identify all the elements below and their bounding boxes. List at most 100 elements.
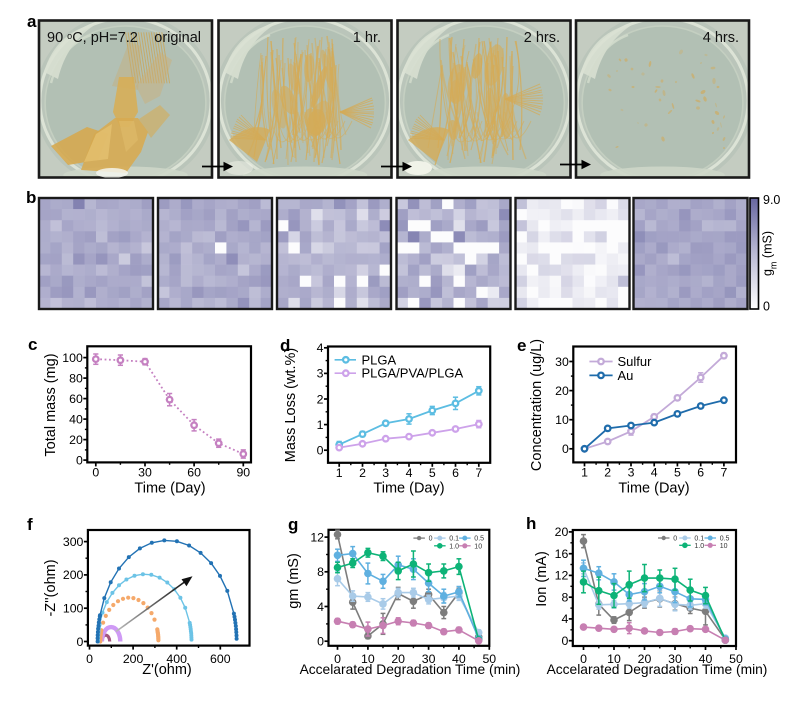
svg-text:Mass Loss (wt.%): Mass Loss (wt.%) (283, 348, 299, 462)
svg-text:4: 4 (561, 612, 568, 626)
svg-text:Accelarated Degradation Time (: Accelarated Degradation Time (min) (300, 662, 521, 677)
svg-text:4: 4 (317, 600, 324, 614)
svg-text:40: 40 (699, 652, 713, 666)
svg-text:4: 4 (317, 341, 324, 355)
svg-text:Accelarated Degradation Time (: Accelarated Degradation Time (min) (547, 662, 768, 677)
svg-text:20: 20 (555, 384, 569, 398)
svg-text:2: 2 (604, 465, 611, 479)
svg-text:50: 50 (482, 652, 496, 666)
svg-text:b: b (26, 188, 36, 207)
svg-text:0.5: 0.5 (474, 536, 484, 543)
svg-text:4 hrs.: 4 hrs. (703, 30, 739, 46)
svg-text:50: 50 (729, 652, 743, 666)
svg-text:10: 10 (607, 652, 621, 666)
svg-text:0.1: 0.1 (694, 536, 704, 543)
svg-text:3: 3 (628, 465, 635, 479)
svg-text:0: 0 (77, 635, 84, 649)
svg-text:30: 30 (422, 652, 436, 666)
svg-text:1: 1 (581, 465, 588, 479)
svg-text:original: original (154, 30, 201, 46)
svg-text:1.0: 1.0 (449, 543, 459, 550)
svg-text:20: 20 (555, 525, 569, 539)
svg-text:0: 0 (562, 442, 569, 456)
svg-text:4: 4 (406, 466, 413, 480)
svg-text:0.1: 0.1 (449, 536, 459, 543)
svg-text:2: 2 (359, 466, 366, 480)
svg-text:Concentration (ug/L): Concentration (ug/L) (529, 339, 545, 471)
svg-text:d: d (280, 336, 290, 355)
svg-text:9.0: 9.0 (763, 193, 780, 207)
svg-text:20: 20 (391, 652, 405, 666)
svg-text:80: 80 (69, 371, 83, 385)
svg-text:200: 200 (123, 652, 144, 666)
svg-text:30: 30 (138, 465, 152, 479)
svg-text:0: 0 (763, 300, 770, 314)
svg-text:6: 6 (697, 465, 704, 479)
svg-text:1: 1 (317, 418, 324, 432)
svg-text:10: 10 (361, 652, 375, 666)
svg-text:3: 3 (317, 367, 324, 381)
svg-text:a: a (27, 12, 37, 31)
svg-text:h: h (526, 514, 536, 533)
svg-text:0: 0 (317, 444, 324, 458)
svg-text:e: e (517, 336, 526, 355)
svg-text:f: f (27, 515, 33, 534)
svg-text:0: 0 (580, 652, 587, 666)
svg-text:8: 8 (317, 565, 324, 579)
svg-text:Time (Day): Time (Day) (134, 481, 205, 497)
svg-text:7: 7 (720, 465, 727, 479)
svg-text:10: 10 (474, 543, 482, 550)
svg-text:c: c (28, 335, 37, 354)
svg-text:12: 12 (310, 530, 324, 544)
svg-text:300: 300 (63, 535, 84, 549)
svg-text:100: 100 (62, 351, 83, 365)
svg-text:6: 6 (452, 466, 459, 480)
svg-text:30: 30 (668, 652, 682, 666)
svg-text:0: 0 (334, 652, 341, 666)
svg-text:1: 1 (336, 466, 343, 480)
svg-text:Time (Day): Time (Day) (618, 481, 689, 497)
svg-text:2: 2 (317, 392, 324, 406)
svg-text:0: 0 (561, 634, 568, 648)
svg-text:16: 16 (555, 547, 569, 561)
svg-text:100: 100 (63, 602, 84, 616)
svg-text:Total mass (mg): Total mass (mg) (43, 353, 59, 456)
svg-text:7: 7 (475, 466, 482, 480)
svg-text:60: 60 (187, 465, 201, 479)
svg-text:12: 12 (555, 569, 569, 583)
svg-text:40: 40 (452, 652, 466, 666)
svg-text:0: 0 (86, 652, 93, 666)
svg-text:Time (Day): Time (Day) (373, 481, 444, 497)
svg-text:4: 4 (651, 465, 658, 479)
svg-text:40: 40 (69, 412, 83, 426)
svg-text:600: 600 (210, 652, 231, 666)
svg-text:30: 30 (555, 355, 569, 369)
svg-text:400: 400 (166, 652, 187, 666)
svg-text:5: 5 (674, 465, 681, 479)
svg-text:0: 0 (429, 536, 433, 543)
svg-text:20: 20 (69, 433, 83, 447)
svg-text:Sulfur: Sulfur (618, 354, 653, 369)
svg-text:Ion (mA): Ion (mA) (534, 551, 550, 607)
svg-text:1 hr.: 1 hr. (353, 30, 381, 46)
svg-text:60: 60 (69, 392, 83, 406)
svg-text:2 hrs.: 2 hrs. (524, 30, 560, 46)
svg-text:10: 10 (720, 543, 728, 550)
svg-text:PLGA: PLGA (362, 352, 397, 367)
svg-text:gm (mS): gm (mS) (286, 553, 302, 609)
svg-text:-Z''(ohm): -Z''(ohm) (43, 559, 59, 616)
svg-text:PLGA/PVA/PLGA: PLGA/PVA/PLGA (362, 366, 464, 381)
svg-text:Z'(ohm): Z'(ohm) (142, 662, 192, 678)
svg-text:0: 0 (317, 635, 324, 649)
svg-text:g: g (288, 515, 298, 534)
svg-text:90 oC, pH=7.2: 90 oC, pH=7.2 (47, 30, 138, 46)
svg-text:200: 200 (63, 568, 84, 582)
svg-text:0: 0 (673, 536, 677, 543)
svg-text:0: 0 (92, 465, 99, 479)
svg-text:20: 20 (638, 652, 652, 666)
svg-text:1.0: 1.0 (694, 543, 704, 550)
svg-text:0: 0 (76, 453, 83, 467)
svg-text:90: 90 (236, 465, 250, 479)
svg-text:10: 10 (555, 413, 569, 427)
svg-text:5: 5 (429, 466, 436, 480)
